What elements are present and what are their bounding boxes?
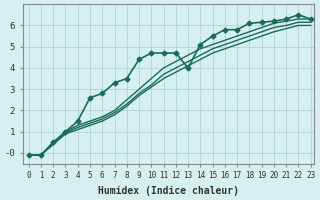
X-axis label: Humidex (Indice chaleur): Humidex (Indice chaleur) <box>98 186 239 196</box>
